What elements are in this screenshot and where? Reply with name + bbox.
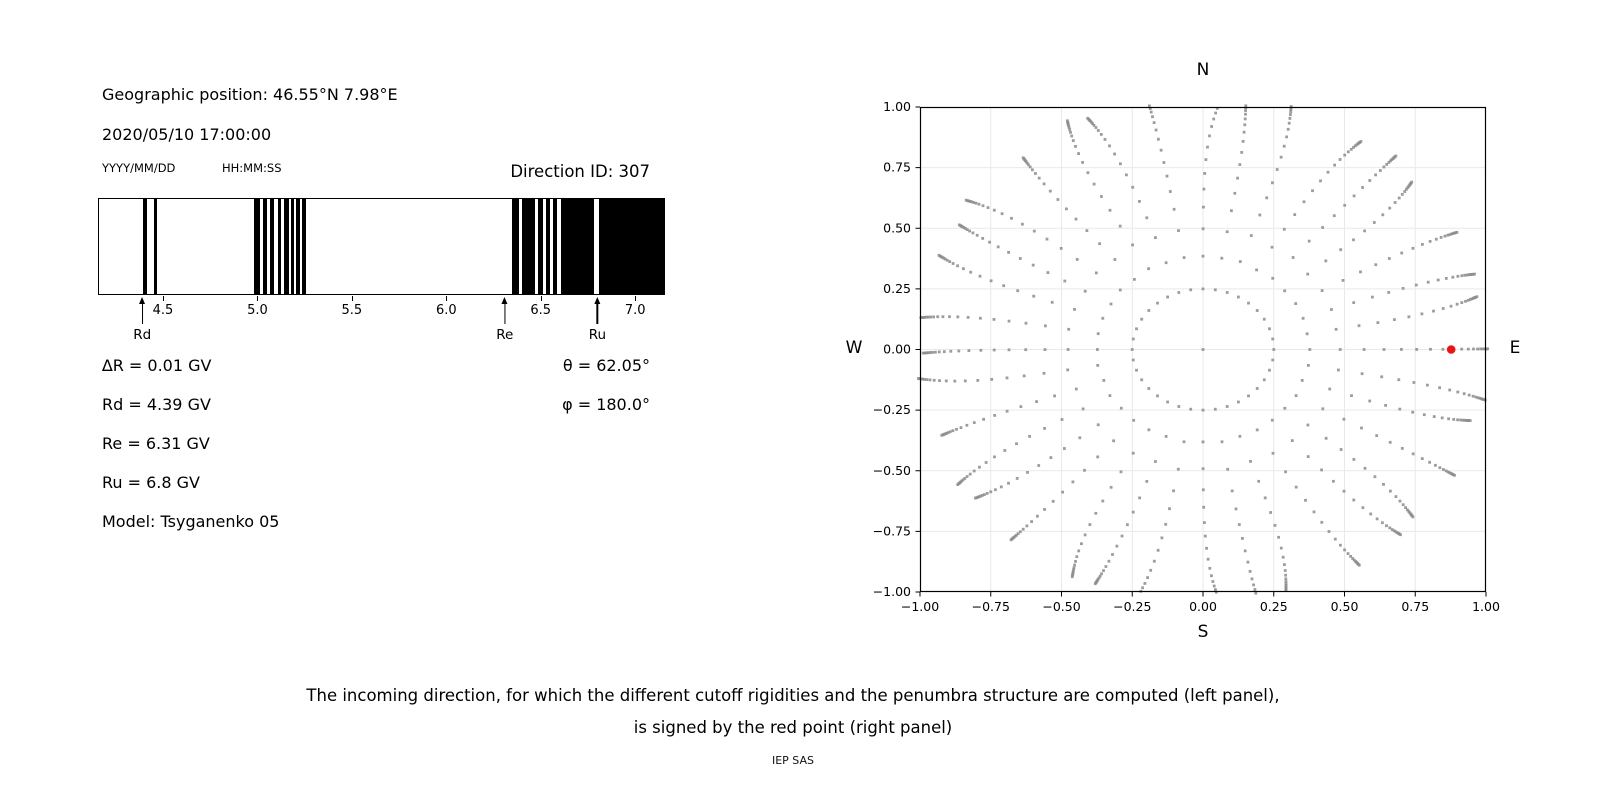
- y-tick-label: −0.75: [873, 523, 911, 538]
- x-tick-label: 1.00: [1472, 599, 1500, 614]
- up-arrow-head-icon: [594, 297, 601, 304]
- x-tick-label: −0.75: [972, 599, 1010, 614]
- x-axis-tick: [446, 296, 448, 301]
- x-axis-tick-label: 6.5: [530, 303, 552, 318]
- compass-south-label: S: [1197, 622, 1209, 642]
- asymptotic-directions-plot: −1.00 −0.75 −0.50 −0.25 0.00 0.25 0.50 0.75 1.00…: [873, 99, 1500, 614]
- date-format-hint: YYYY/MM/DD: [102, 161, 176, 175]
- delta-r-value: ∆R = 0.01 GV: [102, 356, 212, 375]
- up-arrow-stem: [596, 304, 599, 324]
- x-tick-label: −0.25: [1113, 599, 1151, 614]
- x-axis-tick: [162, 296, 164, 301]
- y-tick-label: 0.75: [883, 160, 911, 175]
- datetime-text: 2020/05/10 17:00:00: [102, 125, 272, 144]
- x-axis-tick: [635, 296, 637, 301]
- penumbra-band: [262, 199, 268, 294]
- y-tick-label: 0.00: [883, 342, 911, 357]
- y-tick-label: 1.00: [883, 99, 911, 114]
- rd-arrow-icon: Rd: [133, 297, 151, 343]
- x-axis-tick-label: 6.0: [435, 303, 457, 318]
- model-text: Model: Tsyganenko 05: [102, 512, 280, 531]
- theta-value: θ = 62.05°: [562, 356, 650, 375]
- caption-line-2: is signed by the red point (right panel): [633, 718, 953, 737]
- phi-value: φ = 180.0°: [562, 395, 650, 414]
- y-tick-label: 0.25: [883, 281, 911, 296]
- x-tick-label: 0.25: [1260, 599, 1288, 614]
- x-axis-tick: [257, 296, 259, 301]
- y-tick-label: 0.50: [883, 220, 911, 235]
- compass-north-label: N: [1196, 60, 1210, 80]
- x-tick-label: −0.50: [1042, 599, 1080, 614]
- ru-value: Ru = 6.8 GV: [102, 473, 200, 492]
- marker-label: Re: [496, 327, 514, 343]
- penumbra-band: [561, 199, 595, 294]
- up-arrow-head-icon: [501, 297, 508, 304]
- penumbra-band: [284, 199, 289, 294]
- x-axis-tick-label: 4.5: [152, 303, 174, 318]
- penumbra-band: [153, 199, 158, 294]
- caption-line-1: The incoming direction, for which the di…: [306, 686, 1280, 705]
- direction-id-text: Direction ID: 307: [510, 162, 650, 181]
- penumbra-x-axis: 4.5 5.0 5.5 6.0 6.5 7.0 Rd Re Ru: [98, 296, 665, 360]
- re-value: Re = 6.31 GV: [102, 434, 210, 453]
- penumbra-band: [522, 199, 536, 294]
- penumbra-barcode-plot: [98, 198, 665, 295]
- x-axis-tick-label: 5.5: [341, 303, 363, 318]
- geographic-position-text: Geographic position: 46.55°N 7.98°E: [102, 85, 398, 104]
- x-tick-label: 0.50: [1331, 599, 1359, 614]
- penumbra-band: [295, 199, 300, 294]
- y-tick-label: −0.25: [873, 402, 911, 417]
- up-arrow-stem: [141, 304, 143, 324]
- penumbra-band: [302, 199, 307, 294]
- x-tick-label: −1.00: [901, 599, 939, 614]
- penumbra-band: [512, 199, 520, 294]
- scatter-points: [917, 104, 1490, 595]
- marker-label: Rd: [133, 327, 152, 343]
- penumbra-band: [269, 199, 275, 294]
- penumbra-band: [290, 199, 295, 294]
- penumbra-band: [142, 199, 147, 294]
- credit-text: IEP SAS: [771, 754, 815, 767]
- x-axis-tick-label: 7.0: [624, 303, 646, 318]
- y-tick-label: −0.50: [873, 463, 911, 478]
- marker-label: Ru: [588, 327, 607, 343]
- up-arrow-head-icon: [139, 297, 146, 304]
- x-axis-tick: [351, 296, 353, 301]
- y-tick-label: −1.00: [873, 584, 911, 599]
- compass-east-label: E: [1509, 338, 1521, 358]
- penumbra-band: [553, 199, 558, 294]
- x-axis-tick-label: 5.0: [247, 303, 268, 318]
- x-axis-tick: [540, 296, 542, 301]
- ru-arrow-icon: Ru: [589, 297, 606, 343]
- penumbra-band: [277, 199, 281, 294]
- re-arrow-icon: Re: [496, 297, 513, 343]
- x-tick-label: 0.00: [1189, 599, 1217, 614]
- x-tick-label: 0.75: [1401, 599, 1429, 614]
- up-arrow-stem: [504, 304, 506, 324]
- penumbra-band: [599, 199, 664, 294]
- compass-west-label: W: [845, 338, 863, 358]
- rd-value: Rd = 4.39 GV: [102, 395, 211, 414]
- plot-border: [919, 106, 1487, 593]
- incoming-direction-red-point: [1446, 345, 1456, 354]
- penumbra-band: [254, 199, 261, 294]
- time-format-hint: HH:MM:SS: [222, 161, 282, 175]
- penumbra-band: [546, 199, 551, 294]
- penumbra-band: [538, 199, 544, 294]
